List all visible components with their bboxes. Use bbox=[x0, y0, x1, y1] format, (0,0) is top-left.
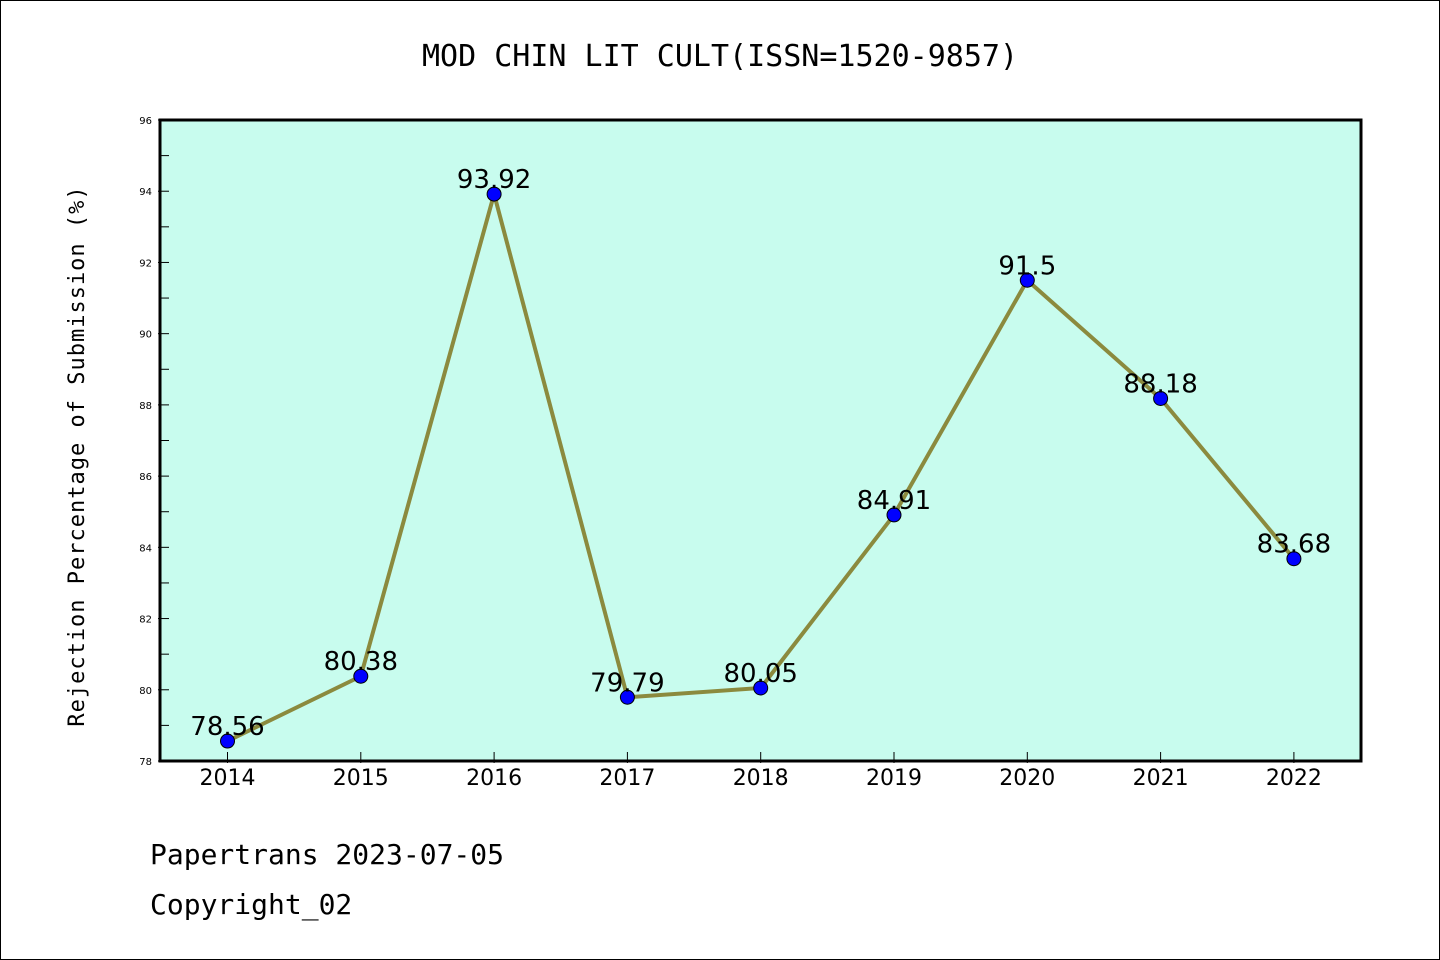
data-point bbox=[886, 507, 902, 523]
y-tick-label: 82 bbox=[139, 615, 152, 626]
y-tick-label: 78 bbox=[139, 757, 152, 768]
data-point bbox=[1153, 390, 1169, 406]
x-tick-label: 2019 bbox=[866, 766, 922, 791]
y-tick-label: 86 bbox=[139, 472, 152, 483]
x-tick-label: 2018 bbox=[733, 766, 789, 791]
data-point bbox=[1019, 272, 1035, 288]
x-tick-label: 2020 bbox=[999, 766, 1055, 791]
data-point bbox=[1286, 551, 1302, 567]
y-tick-label: 84 bbox=[139, 543, 152, 554]
data-label: 83.68 bbox=[1257, 530, 1331, 560]
x-tick-label: 2021 bbox=[1133, 766, 1189, 791]
data-point bbox=[619, 689, 635, 705]
x-tick-label: 2014 bbox=[200, 766, 256, 791]
data-label: 91.5 bbox=[998, 251, 1056, 281]
data-label: 78.56 bbox=[190, 712, 264, 742]
y-tick-label: 90 bbox=[139, 330, 152, 341]
data-label: 79.79 bbox=[590, 668, 664, 698]
x-tick-label: 2017 bbox=[599, 766, 655, 791]
x-tick-label: 2015 bbox=[333, 766, 389, 791]
chart-title: MOD CHIN LIT CULT(ISSN=1520-9857) bbox=[422, 39, 1018, 74]
data-label: 80.38 bbox=[324, 647, 398, 677]
footer-date: Papertrans 2023-07-05 bbox=[150, 838, 504, 871]
data-label: 93.92 bbox=[457, 165, 531, 195]
data-point bbox=[220, 733, 235, 749]
plot-area bbox=[158, 118, 1363, 763]
y-tick-label: 88 bbox=[139, 401, 152, 412]
x-axis: 2014 2015 2016 2017 2018 2019 2020 2021 2022 bbox=[200, 752, 1322, 791]
y-tick-label: 80 bbox=[139, 686, 152, 697]
data-point bbox=[353, 668, 369, 684]
y-axis-label: Rejection Percentage of Submission (%) bbox=[65, 185, 90, 726]
y-tick-label: 96 bbox=[139, 116, 152, 127]
data-point bbox=[753, 680, 769, 696]
footer-copyright: Copyright_02 bbox=[150, 888, 352, 922]
data-label: 88.18 bbox=[1123, 369, 1197, 399]
data-label: 80.05 bbox=[723, 659, 797, 689]
data-label: 84.91 bbox=[857, 486, 931, 516]
x-tick-label: 2022 bbox=[1266, 766, 1322, 791]
data-label-group: 78.56 80.38 93.92 79.79 80.05 84.91 91.5 88.18 8… bbox=[190, 165, 1331, 742]
y-tick-label: 92 bbox=[139, 258, 152, 269]
y-tick-label: 94 bbox=[139, 187, 152, 198]
marker-group bbox=[220, 186, 1302, 749]
y-axis: 78 80 82 84 86 88 90 92 94 96 bbox=[139, 116, 169, 768]
data-point bbox=[486, 186, 502, 202]
x-tick-label: 2016 bbox=[466, 766, 522, 791]
